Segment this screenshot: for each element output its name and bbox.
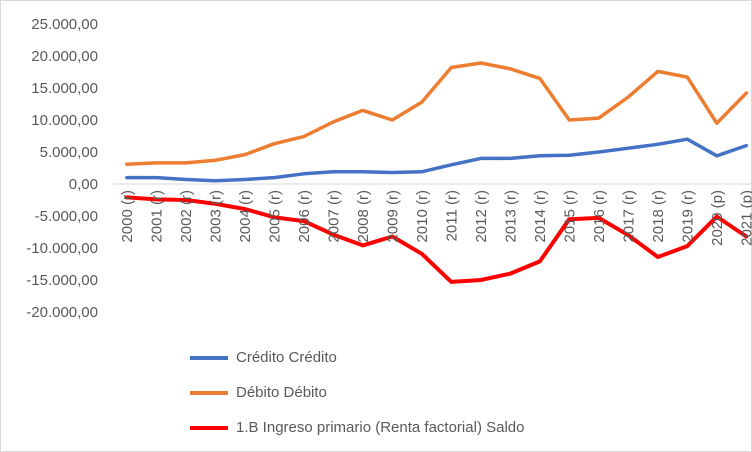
x-tick-label: 2021 (p) bbox=[738, 190, 752, 246]
y-tick-label: -10.000,00 bbox=[26, 240, 98, 257]
y-tick-label: 25.000,00 bbox=[31, 16, 98, 33]
x-tick-label: 2017 (r) bbox=[620, 190, 637, 243]
x-tick-label: 2003 (r) bbox=[207, 190, 224, 243]
x-tick-label: 2009 (r) bbox=[384, 190, 401, 243]
x-tick-label: 2016 (r) bbox=[591, 190, 608, 243]
series-line-1 bbox=[125, 61, 749, 166]
x-tick-label: 2006 (r) bbox=[296, 190, 313, 243]
x-tick-label: 2002 (r) bbox=[178, 190, 195, 243]
legend-swatch-saldo bbox=[190, 425, 228, 430]
x-tick-label: 2001 (r) bbox=[148, 190, 165, 243]
x-tick-label: 2018 (r) bbox=[650, 190, 667, 243]
x-tick-label: 2010 (r) bbox=[414, 190, 431, 243]
legend: Crédito Crédito Débito Débito 1.B Ingres… bbox=[190, 340, 524, 445]
x-tick-label: 2014 (r) bbox=[532, 190, 549, 243]
legend-item-debito: Débito Débito bbox=[190, 375, 524, 410]
series-line-2 bbox=[124, 195, 749, 284]
x-tick-label: 2004 (r) bbox=[237, 190, 254, 243]
x-tick-label: 2013 (r) bbox=[502, 190, 519, 243]
series-line-0 bbox=[125, 137, 749, 183]
y-tick-label: -5.000,00 bbox=[35, 208, 98, 225]
x-tick-label: 2008 (r) bbox=[355, 190, 372, 243]
y-tick-label: 20.000,00 bbox=[31, 48, 98, 65]
x-tick-label: 2015 (r) bbox=[561, 190, 578, 243]
y-tick-label: -15.000,00 bbox=[26, 272, 98, 289]
x-tick-label: 2019 (r) bbox=[679, 190, 696, 243]
y-tick-label: 5.000,00 bbox=[40, 144, 98, 161]
y-tick-label: -20.000,00 bbox=[26, 304, 98, 321]
y-tick-label: 0,00 bbox=[69, 176, 98, 193]
x-tick-label: 2007 (r) bbox=[325, 190, 342, 243]
legend-item-saldo: 1.B Ingreso primario (Renta factorial) S… bbox=[190, 410, 524, 445]
legend-swatch-credito bbox=[190, 355, 228, 360]
x-tick-label: 2011 (r) bbox=[443, 190, 460, 241]
x-tick-label: 2005 (r) bbox=[266, 190, 283, 243]
x-tick-label: 2020 (p) bbox=[709, 190, 726, 246]
legend-label-saldo: 1.B Ingreso primario (Renta factorial) S… bbox=[236, 419, 525, 436]
legend-label-debito: Débito Débito bbox=[236, 384, 327, 401]
y-tick-label: 10.000,00 bbox=[31, 112, 98, 129]
legend-swatch-debito bbox=[190, 390, 228, 395]
x-tick-label: 2000 (r) bbox=[119, 190, 136, 243]
legend-label-credito: Crédito Crédito bbox=[236, 349, 337, 366]
y-tick-label: 15.000,00 bbox=[31, 80, 98, 97]
x-tick-label: 2012 (r) bbox=[473, 190, 490, 243]
legend-item-credito: Crédito Crédito bbox=[190, 340, 524, 375]
